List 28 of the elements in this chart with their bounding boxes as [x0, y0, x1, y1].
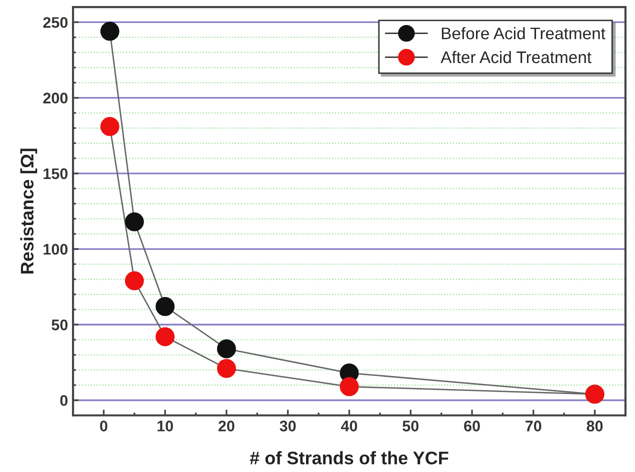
x-tick-label: 50: [402, 420, 419, 432]
legend-label: After Acid Treatment: [440, 50, 592, 64]
x-tick-label: 20: [218, 420, 234, 432]
point: [124, 271, 144, 290]
y-tick-label: 250: [43, 17, 68, 28]
x-tick-label: 30: [280, 420, 296, 432]
point: [124, 212, 144, 232]
x-tick-label: 70: [526, 420, 542, 432]
x-tick-label: 10: [158, 420, 173, 432]
y-axis-title: Resistance [Ω]: [20, 148, 38, 274]
x-tick-label: 60: [464, 420, 480, 432]
point: [340, 377, 359, 396]
legend-label: Before Acid Treatment: [442, 27, 606, 40]
point: [217, 339, 236, 358]
x-tick-label: 80: [586, 420, 603, 432]
x-tick-label: 0: [100, 420, 108, 432]
y-tick-label: 150: [44, 168, 68, 180]
point: [156, 327, 175, 346]
y-tick-label: 100: [44, 244, 68, 255]
x-tick-label: 40: [340, 420, 358, 432]
point: [217, 359, 236, 378]
point: [156, 297, 175, 316]
y-tick-label: 200: [43, 92, 68, 104]
y-tick-label: 0: [60, 395, 68, 406]
point: [100, 117, 120, 136]
point: [100, 22, 120, 41]
y-tick-label: 50: [52, 320, 68, 330]
x-axis-title: # of Strands of the YCF: [250, 451, 448, 464]
